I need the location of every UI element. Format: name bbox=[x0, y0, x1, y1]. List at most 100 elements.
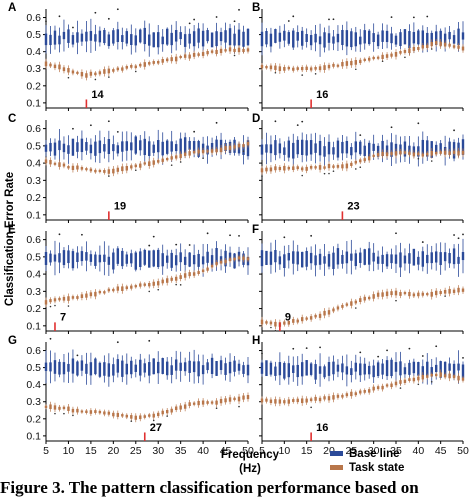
task-box bbox=[265, 321, 268, 324]
baseline-box bbox=[323, 256, 326, 264]
y-tick-label: 0.1 bbox=[26, 320, 41, 332]
task-box bbox=[125, 414, 129, 418]
task-box bbox=[134, 164, 137, 168]
marker-label: 9 bbox=[285, 312, 291, 324]
task-box bbox=[85, 293, 88, 298]
task-box bbox=[345, 163, 349, 169]
baseline-outlier bbox=[390, 16, 393, 18]
baseline-box bbox=[345, 140, 349, 154]
task-box bbox=[426, 293, 429, 296]
task-box bbox=[354, 60, 358, 65]
baseline-box bbox=[439, 143, 442, 153]
task-box bbox=[157, 160, 160, 163]
task-box bbox=[296, 398, 299, 403]
baseline-box bbox=[452, 248, 456, 265]
task-box bbox=[179, 405, 182, 410]
task-box bbox=[183, 273, 187, 278]
baseline-box bbox=[430, 367, 433, 377]
task-box bbox=[260, 64, 264, 69]
task-box bbox=[457, 375, 460, 381]
baseline-box bbox=[85, 142, 88, 151]
baseline-box bbox=[359, 36, 362, 45]
baseline-box bbox=[192, 141, 196, 154]
task-box bbox=[233, 48, 236, 52]
baseline-box bbox=[94, 254, 97, 266]
baseline-box bbox=[224, 30, 227, 43]
task-box bbox=[143, 415, 146, 418]
task-outlier bbox=[108, 76, 110, 78]
task-box bbox=[417, 152, 420, 156]
baseline-box bbox=[323, 146, 326, 157]
baseline-box bbox=[134, 252, 137, 270]
task-box bbox=[165, 58, 169, 62]
task-outlier bbox=[242, 150, 245, 153]
y-tick-label: 0.6 bbox=[26, 234, 41, 246]
baseline-box bbox=[67, 29, 70, 43]
baseline-outlier bbox=[261, 352, 263, 355]
task-box bbox=[292, 319, 295, 323]
task-box bbox=[274, 166, 277, 171]
task-box bbox=[314, 66, 317, 70]
task-box bbox=[341, 164, 344, 169]
task-box bbox=[246, 394, 250, 400]
task-box bbox=[139, 163, 142, 168]
baseline-box bbox=[367, 30, 371, 45]
baseline-box bbox=[287, 253, 291, 261]
task-box bbox=[237, 256, 241, 260]
task-box bbox=[430, 150, 433, 156]
task-box bbox=[242, 48, 245, 52]
baseline-box bbox=[309, 35, 313, 46]
task-box bbox=[448, 151, 451, 155]
baseline-box bbox=[197, 253, 200, 267]
task-outlier bbox=[134, 70, 137, 73]
task-outlier bbox=[72, 414, 74, 417]
task-box bbox=[67, 68, 70, 73]
task-box bbox=[443, 289, 447, 294]
baseline-box bbox=[417, 362, 420, 376]
task-box bbox=[44, 405, 48, 408]
task-box bbox=[201, 52, 205, 56]
baseline-box bbox=[157, 140, 160, 153]
baseline-box bbox=[121, 250, 124, 267]
baseline-box bbox=[292, 30, 295, 48]
task-box bbox=[296, 67, 299, 70]
baseline-box bbox=[314, 143, 317, 153]
baseline-box bbox=[434, 364, 438, 373]
task-box bbox=[219, 147, 223, 153]
task-box bbox=[443, 150, 447, 155]
task-box bbox=[408, 151, 411, 156]
baseline-box bbox=[260, 31, 264, 47]
baseline-box bbox=[157, 361, 160, 374]
baseline-box bbox=[125, 254, 129, 264]
baseline-outlier bbox=[328, 18, 330, 21]
baseline-box bbox=[116, 248, 120, 264]
task-box bbox=[457, 45, 460, 49]
task-box bbox=[188, 272, 191, 277]
y-tick-label: 0.4 bbox=[26, 379, 41, 391]
baseline-box bbox=[148, 141, 151, 156]
task-box bbox=[215, 400, 218, 405]
baseline-box bbox=[283, 362, 286, 379]
task-box bbox=[336, 165, 340, 168]
task-box bbox=[408, 378, 411, 381]
baseline-box bbox=[165, 255, 169, 263]
task-box bbox=[394, 51, 398, 57]
task-box bbox=[98, 410, 102, 414]
baseline-box bbox=[332, 147, 335, 155]
baseline-box bbox=[341, 141, 344, 154]
baseline-box bbox=[98, 362, 102, 377]
baseline-box bbox=[318, 140, 322, 156]
task-box bbox=[372, 154, 375, 157]
task-outlier bbox=[444, 295, 446, 297]
baseline-outlier bbox=[377, 355, 380, 358]
baseline-box bbox=[44, 251, 48, 265]
task-box bbox=[215, 262, 218, 266]
baseline-box bbox=[367, 248, 371, 265]
baseline-box bbox=[390, 142, 393, 157]
x-tick-label: 50 bbox=[457, 445, 469, 457]
baseline-outlier bbox=[274, 120, 277, 123]
task-box bbox=[201, 149, 205, 154]
task-box bbox=[242, 144, 245, 148]
baseline-box bbox=[80, 138, 84, 153]
task-box bbox=[452, 45, 456, 48]
